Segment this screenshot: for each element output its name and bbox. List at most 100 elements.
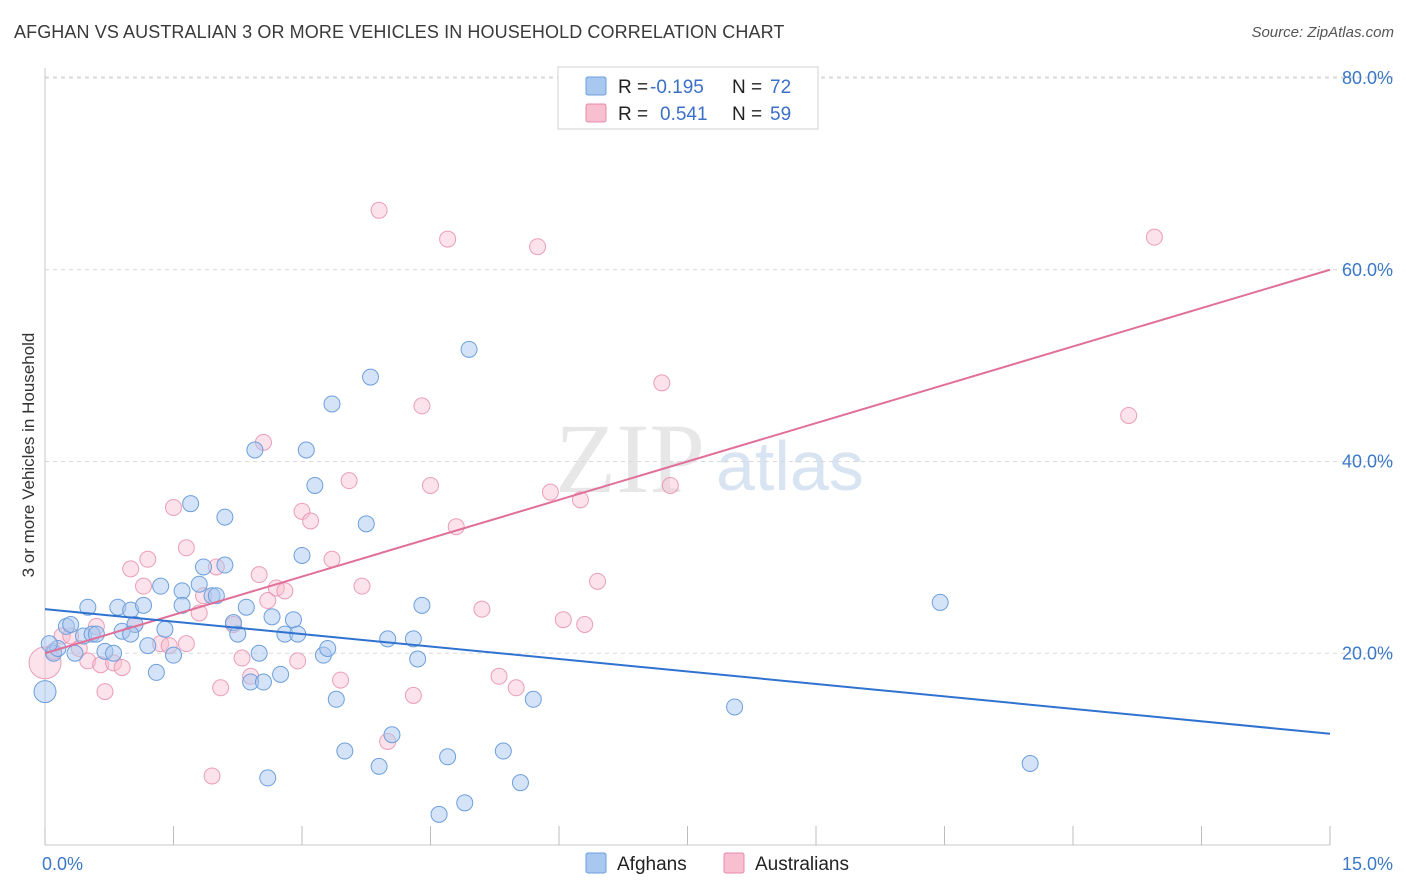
australian-point: [135, 577, 153, 595]
afghan-point: [494, 742, 512, 760]
source-credit: Source: ZipAtlas.com: [1251, 24, 1394, 41]
afghan-point: [216, 508, 234, 526]
australians-swatch: [723, 852, 745, 874]
australian-point: [661, 476, 679, 494]
australian-point: [250, 566, 268, 584]
trend-lines: [44, 268, 1331, 735]
australian-point: [122, 560, 140, 578]
afghan-point: [250, 644, 268, 662]
x-tick-label-min: 0.0%: [42, 854, 83, 874]
australian-point: [293, 502, 311, 520]
afghan-point: [1021, 755, 1039, 773]
australian-point: [332, 671, 350, 689]
afghan-point: [66, 644, 84, 662]
afghan-point: [139, 637, 157, 655]
australian-point: [302, 512, 320, 530]
australian-point: [165, 499, 182, 517]
afghan-point: [404, 630, 422, 648]
afghans-legend-swatch: [585, 76, 607, 96]
y-tick-label: 80.0%: [1342, 68, 1393, 88]
australian-point: [571, 491, 589, 509]
australian-point: [529, 238, 547, 256]
afghan-point: [152, 577, 170, 595]
australian-point: [541, 483, 559, 501]
afghan-point: [246, 441, 264, 459]
australians-legend-label: Australians: [755, 854, 849, 875]
afghan-point: [357, 515, 375, 533]
afghans-legend-label: Afghans: [617, 854, 687, 875]
afghan-point: [165, 646, 182, 664]
australian-point: [340, 472, 358, 490]
australian-point: [96, 683, 114, 701]
australian-point: [576, 615, 594, 633]
afghan-point: [726, 698, 744, 716]
afghan-point: [33, 680, 57, 704]
afghan-point: [383, 726, 401, 744]
australian-point: [259, 592, 277, 610]
afghan-point: [182, 495, 200, 513]
watermark-atlas: atlas: [716, 427, 864, 505]
australian-point: [589, 572, 607, 590]
australian-point: [554, 611, 572, 629]
australians-trend-line: [44, 268, 1331, 655]
australian-point: [276, 582, 294, 600]
x-tick-labels: 0.0% 15.0%: [42, 854, 1393, 874]
afghan-point: [319, 639, 337, 657]
australian-point: [1120, 406, 1138, 424]
afghan-point: [229, 625, 247, 643]
australians-r-label: R =: [618, 104, 648, 125]
afghan-point: [293, 546, 311, 564]
afghans-swatch: [585, 852, 607, 874]
afghan-point: [524, 690, 542, 708]
afghan-point: [122, 625, 140, 643]
australians-n-label: N =: [732, 104, 762, 125]
afghan-point: [272, 665, 290, 683]
afghans-points: [33, 340, 1039, 823]
afghan-point: [456, 794, 474, 812]
afghan-point: [135, 596, 153, 614]
watermark: ZIP atlas: [555, 403, 864, 514]
australian-point: [507, 679, 525, 697]
y-axis-title: 3 or more Vehicles in Household: [19, 333, 38, 578]
series-legend: Afghans Australians: [585, 852, 849, 875]
australians-points: [28, 201, 1163, 785]
afghan-point: [173, 582, 191, 600]
afghan-point: [362, 368, 380, 386]
australian-point: [439, 230, 457, 248]
afghans-r-value: -0.195: [650, 77, 704, 98]
afghan-point: [79, 598, 97, 616]
afghan-point: [254, 673, 272, 691]
australian-point: [177, 635, 195, 653]
axes: [44, 68, 1331, 846]
afghans-trend-line: [44, 608, 1331, 735]
afghan-point: [147, 663, 165, 681]
afghan-point: [62, 615, 80, 633]
afghan-point: [263, 608, 281, 626]
afghan-point: [207, 587, 225, 605]
australians-n-value: 59: [770, 104, 791, 125]
afghan-point: [284, 611, 302, 629]
y-tick-label: 20.0%: [1342, 643, 1393, 663]
x-tick-label-max: 15.0%: [1342, 854, 1393, 874]
australian-point: [653, 374, 671, 392]
afghan-point: [216, 556, 234, 574]
afghan-point: [460, 340, 478, 358]
afghans-n-value: 72: [770, 77, 791, 98]
afghan-point: [156, 620, 174, 638]
afghan-point: [439, 748, 457, 766]
afghan-point: [413, 596, 431, 614]
afghan-point: [327, 690, 345, 708]
grid-lines: [45, 76, 1395, 654]
australian-point: [113, 659, 131, 677]
australians-legend-swatch: [585, 103, 607, 123]
afghan-point: [194, 558, 212, 576]
australians-r-value: 0.541: [660, 104, 708, 125]
afghan-point: [430, 805, 448, 823]
afghan-point: [259, 769, 277, 787]
y-tick-label: 60.0%: [1342, 260, 1393, 280]
afghan-point: [237, 598, 255, 616]
chart-title: AFGHAN VS AUSTRALIAN 3 OR MORE VEHICLES …: [14, 22, 785, 42]
australian-point: [212, 679, 230, 697]
afghan-point: [511, 774, 529, 792]
